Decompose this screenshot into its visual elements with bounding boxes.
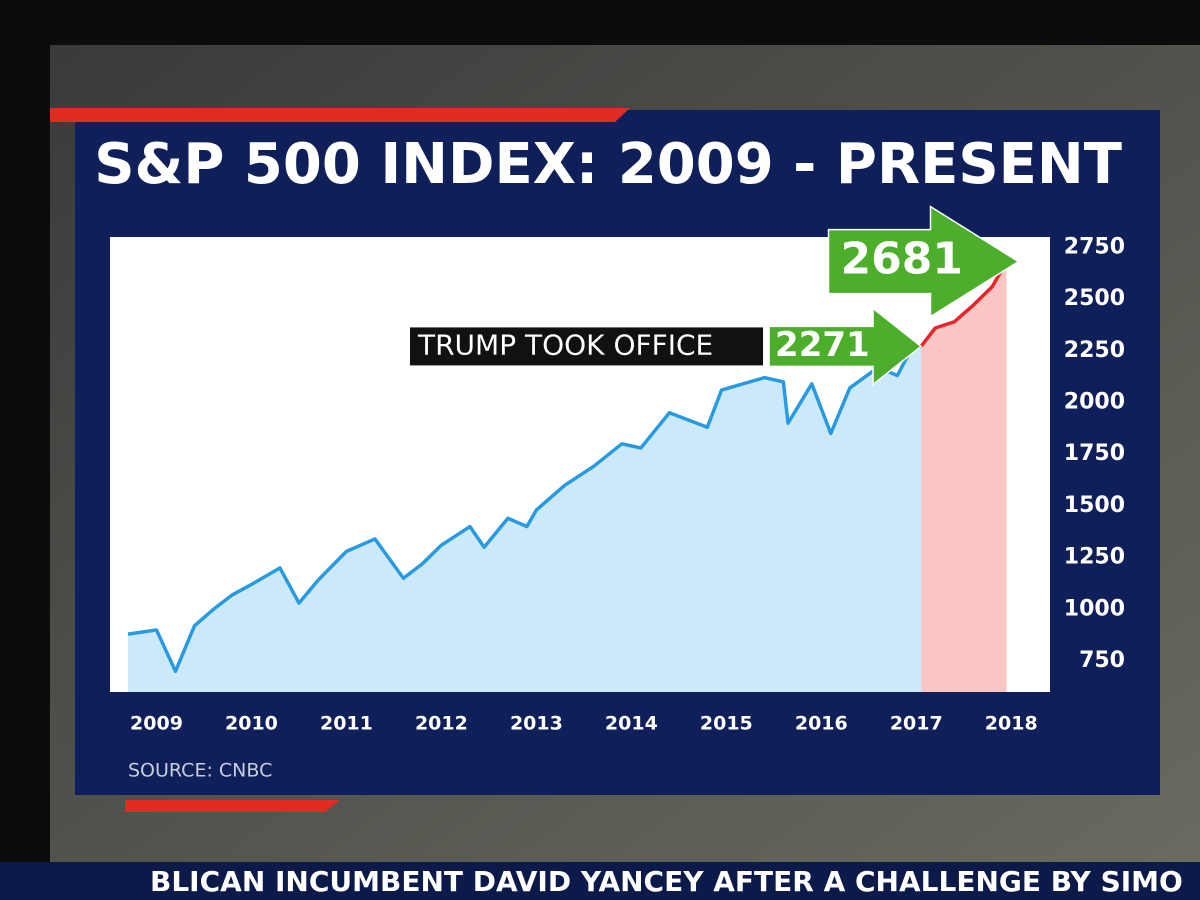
x-tick-label: 2011 [320,713,373,735]
callout-arrow [768,306,923,386]
ticker-text: BLICAN INCUMBENT DAVID YANCEY AFTER A CH… [150,865,1183,898]
x-tick-label: 2018 [985,713,1038,735]
plot: 750 1000 1250 1500 1750 2000 2250 2500 2750 2009 2… [127,205,1125,735]
callout-value: 2681 [841,234,963,285]
callout-label-box [410,327,764,366]
y-tick-label: 1750 [1064,441,1125,466]
callout-arrow [827,205,1020,318]
chart-title: S&P 500 INDEX: 2009 - PRESENT [94,132,1122,197]
y-tick-label: 750 [1079,648,1125,673]
ticker-bar [0,862,1200,900]
line [919,260,1009,348]
callout-label: TRUMP TOOK OFFICE [417,328,713,361]
x-tick-label: 2013 [510,713,563,735]
top-stripe [50,108,630,122]
area [921,261,1007,692]
y-tick-label: 1500 [1064,493,1125,518]
y-tick-label: 2750 [1064,234,1125,259]
y-tick-label: 1250 [1064,545,1125,570]
y-tick-label: 1000 [1064,596,1125,621]
y-tick-label: 2000 [1064,389,1125,414]
source: SOURCE: CNBC [128,760,272,782]
callout-value: 2271 [775,325,870,365]
x-tick-label: 2010 [225,713,278,735]
y-tick-label: 2500 [1064,286,1125,311]
y-tick-label: 2250 [1064,338,1125,363]
area [128,346,922,692]
x-tick-label: 2012 [415,713,468,735]
line [127,344,922,674]
x-tick-label: 2015 [700,713,753,735]
x-tick-label: 2017 [890,713,943,735]
x-tick-label: 2016 [795,713,848,735]
x-tick-label: 2009 [130,713,183,735]
bottom-stripe [125,800,340,812]
x-tick-label: 2014 [605,713,658,735]
